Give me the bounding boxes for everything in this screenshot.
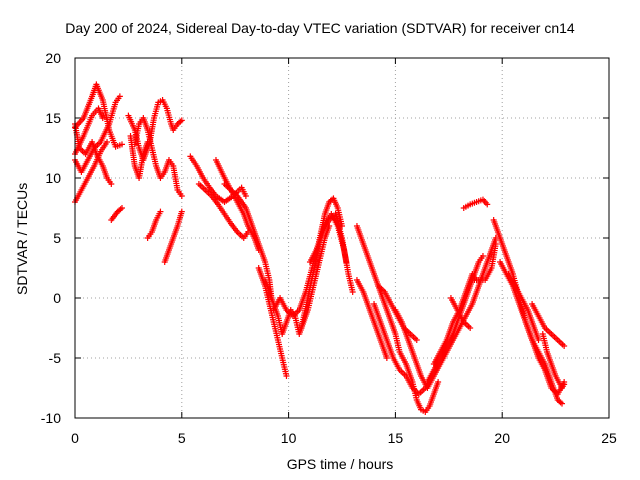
data-point-marker [343,259,350,265]
series-sat-ad [469,241,499,283]
y-tick-label: -5 [49,350,62,366]
series-sat-t [306,211,350,265]
series-sat-d [72,139,111,205]
data-point-marker [435,379,442,385]
series-sat-f [108,205,125,223]
plot-frame [74,57,610,419]
data-point-marker [349,289,356,295]
axis-ticks: 0 5 10 15 20 25 -10 -5 0 5 10 15 20 [41,50,617,446]
series-sat-o [221,181,262,253]
y-tick-label: 10 [45,170,61,186]
series-sat-j [144,208,164,241]
chart-title: Day 200 of 2024, Sidereal Day-to-day VTE… [65,20,575,36]
data-point-marker [178,193,185,199]
series-sat-ac [460,196,491,211]
data-point-marker [484,201,491,208]
series-sat-ab [447,295,474,331]
y-tick-label: -10 [41,410,61,426]
data-point-marker [118,141,125,148]
series-sat-u [353,223,442,415]
data-point-marker [283,373,290,379]
data-point-marker [492,241,499,247]
data-point-marker [144,139,151,145]
data-point-marker [535,337,542,343]
x-tick-label: 15 [388,430,404,446]
series-sat-ag [505,271,542,343]
series-sat-i [127,133,151,181]
data-point-marker [178,208,185,215]
data-point-marker [255,247,262,253]
y-tick-label: 20 [45,50,61,66]
data-point-marker [157,208,164,215]
data-point-marker [467,325,474,331]
series-sat-k [161,208,185,265]
series-sat-ah [529,301,568,349]
x-tick-label: 25 [601,430,617,446]
data-point-marker [99,115,106,121]
data-point-marker [383,355,390,361]
data-point-marker [561,343,568,349]
y-tick-label: 0 [53,290,61,306]
data-point-marker [108,181,115,187]
data-point-marker [559,400,566,407]
y-tick-label: 15 [45,110,61,126]
series-sat-v [353,277,390,361]
x-tick-label: 20 [494,430,510,446]
series-sat-af [497,259,566,407]
data-points [72,81,568,415]
series-sat-y [392,235,499,391]
data-point-marker [413,337,420,343]
x-axis-label: GPS time / hours [286,456,394,472]
x-tick-label: 10 [281,430,297,446]
series-sat-m [195,181,252,241]
data-point-marker [561,381,568,388]
data-point-marker [242,193,249,199]
data-point-marker [104,139,111,145]
series-sat-e [72,121,115,187]
x-tick-label: 5 [178,430,186,446]
data-point-marker [118,205,125,211]
x-tick-label: 0 [71,430,79,446]
data-point-marker [479,253,486,259]
data-point-marker [116,93,123,100]
y-tick-label: 5 [53,230,61,246]
series-sat-ai [539,331,568,391]
data-point-marker [178,117,185,124]
series-sat-h [131,115,185,199]
